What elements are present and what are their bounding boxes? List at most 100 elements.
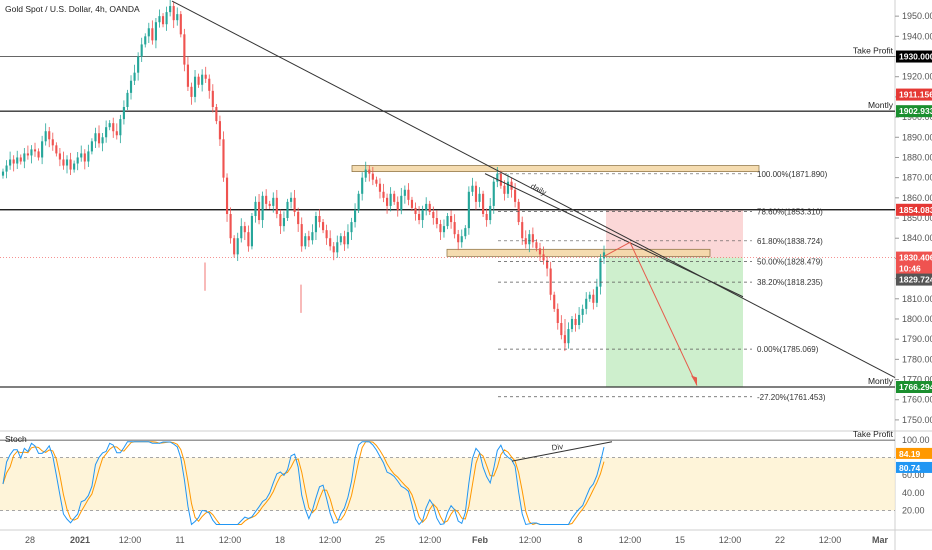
price-tag: 1830.406 <box>899 253 932 263</box>
candle <box>403 189 406 196</box>
candle <box>574 318 577 326</box>
candle <box>400 195 403 210</box>
level-label: Montly <box>868 376 894 386</box>
candle <box>528 234 531 245</box>
candle <box>570 318 574 330</box>
candle <box>414 207 417 214</box>
candle <box>506 181 510 194</box>
price-tag: 1854.083 <box>899 205 932 215</box>
candle <box>48 131 51 140</box>
candle <box>90 141 93 152</box>
candle <box>165 12 168 25</box>
candle <box>389 193 392 206</box>
candle <box>126 92 129 107</box>
candle <box>12 159 15 164</box>
candle <box>215 106 218 122</box>
candle <box>332 246 335 253</box>
time-tick-label: 12:00 <box>819 535 842 545</box>
candle <box>275 197 278 214</box>
time-tick-label: 12:00 <box>519 535 542 545</box>
candle <box>179 14 182 35</box>
time-tick-label: 18 <box>275 535 285 545</box>
candle <box>265 195 268 204</box>
stoch-k-tag-bg <box>896 447 932 459</box>
candle <box>521 222 524 239</box>
candle <box>581 308 584 315</box>
candle <box>560 323 563 336</box>
fib-level-label: 100.00%(1871.890) <box>757 170 828 179</box>
projection-arrow-down <box>629 242 698 386</box>
candle <box>556 308 559 324</box>
stoch-tick-label: 60.00 <box>902 470 925 480</box>
candle <box>368 169 371 174</box>
fib-level-label: -27.20%(1761.453) <box>757 393 826 402</box>
candle <box>19 157 22 162</box>
descending-trendline <box>171 0 896 378</box>
price-tag-bg <box>896 251 932 264</box>
candle <box>158 16 161 23</box>
time-tick-label: 12:00 <box>619 535 642 545</box>
stoch-band <box>0 457 895 511</box>
candle <box>51 139 54 146</box>
arrowhead <box>691 375 697 386</box>
projection-arrow-up <box>603 241 631 257</box>
candle <box>531 234 534 243</box>
candle <box>435 218 438 225</box>
price-tick-label: 1860.000 <box>902 193 932 203</box>
candle <box>428 203 431 212</box>
candle <box>254 201 257 217</box>
candle <box>190 86 193 97</box>
candle <box>339 236 342 243</box>
candle <box>510 181 513 190</box>
price-tick-label: 1920.000 <box>902 72 932 82</box>
candle <box>240 226 243 239</box>
time-tick-label: 12:00 <box>119 535 142 545</box>
time-tick-label: 12:00 <box>719 535 742 545</box>
candle <box>442 226 446 233</box>
candle <box>268 203 271 206</box>
candle <box>357 193 360 210</box>
candle <box>41 141 44 158</box>
fib-level-label: 38.20%(1818.235) <box>757 278 823 287</box>
price-tick-label: 1790.000 <box>902 334 932 344</box>
candle <box>478 193 481 202</box>
candle <box>272 197 275 206</box>
candle <box>471 185 474 192</box>
candle <box>119 119 122 136</box>
candle <box>485 213 488 221</box>
candle <box>169 6 172 13</box>
candle <box>30 149 33 156</box>
candle <box>279 213 282 227</box>
support-zone <box>446 248 711 257</box>
candle <box>87 151 90 162</box>
candle <box>69 159 72 170</box>
price-tag: 1911.156 <box>899 90 932 100</box>
candle <box>261 195 264 221</box>
fib-level-label: 0.00%(1785.069) <box>757 345 819 354</box>
candle <box>108 123 111 128</box>
candle <box>243 226 246 233</box>
candle <box>233 238 236 255</box>
candle <box>553 294 556 309</box>
candle <box>26 153 29 156</box>
candle <box>137 56 140 73</box>
candle <box>378 183 382 192</box>
fib-level-label: 61.80%(1838.724) <box>757 237 823 246</box>
candle <box>151 28 154 41</box>
divergence-label: Div <box>551 442 564 453</box>
candle <box>343 236 346 245</box>
price-tag: 10:46 <box>899 264 921 274</box>
candle <box>318 216 321 223</box>
candle <box>112 123 115 132</box>
level-label: Montly <box>868 100 894 110</box>
candle <box>250 216 254 247</box>
candle <box>361 177 364 194</box>
candle <box>457 234 460 243</box>
candle <box>592 294 595 303</box>
candle <box>407 189 410 200</box>
price-tick-label: 1750.000 <box>902 415 932 425</box>
candle <box>588 294 591 299</box>
price-tag-bg <box>896 105 932 118</box>
candle <box>97 133 101 144</box>
